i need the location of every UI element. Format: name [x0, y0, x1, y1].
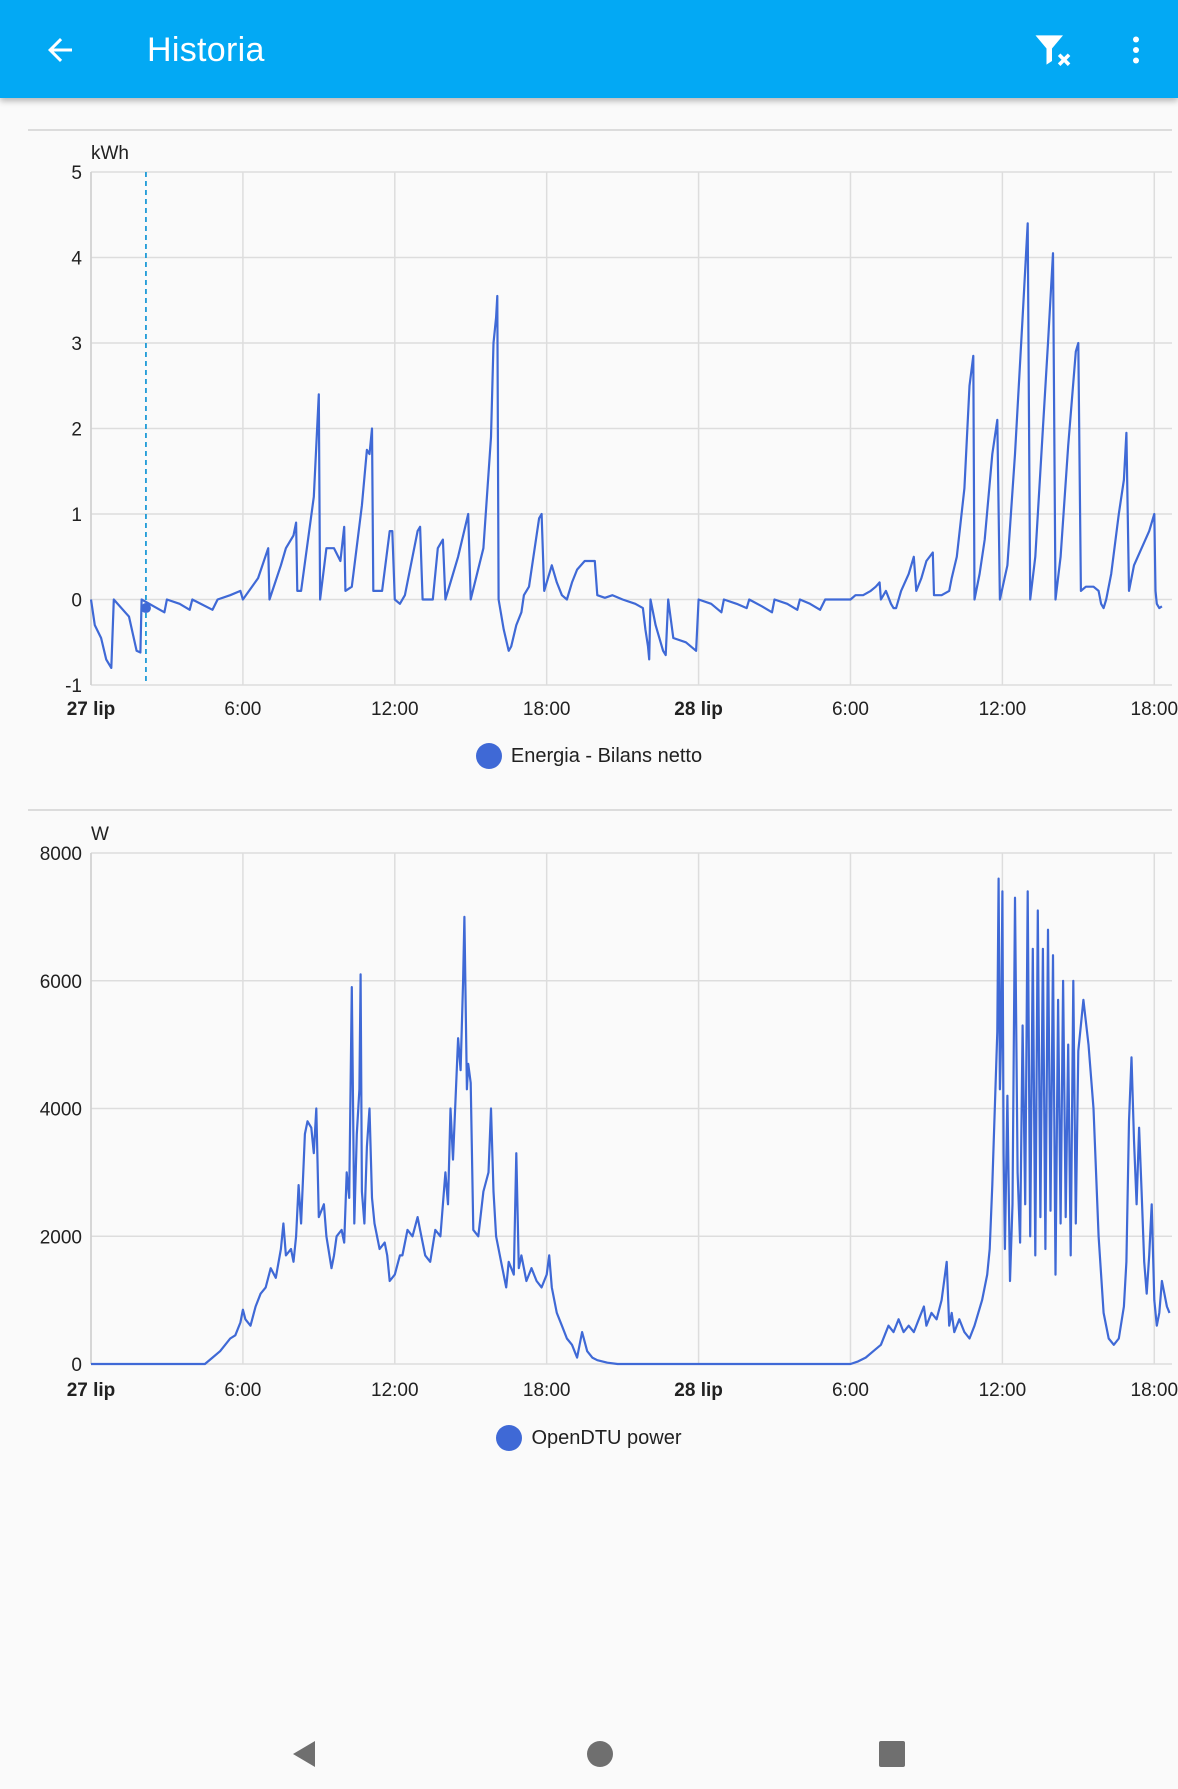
x-tick-label: 12:00 [979, 1380, 1027, 1401]
x-tick-label: 18:00 [523, 1380, 571, 1401]
y-tick-label: 1 [71, 505, 82, 526]
filter-remove-icon [1035, 35, 1071, 66]
unit-label: W [91, 824, 109, 845]
unit-label: kWh [91, 143, 129, 164]
more-vert-icon [1133, 36, 1139, 64]
series-line [89, 222, 1163, 669]
x-tick-label: 12:00 [371, 1380, 419, 1401]
chart-divider [28, 809, 1172, 811]
home-circle-icon [587, 1741, 613, 1767]
x-tick-label: 27 lip [67, 1380, 116, 1401]
arrow-back-icon [48, 38, 72, 62]
x-tick-label: 27 lip [67, 699, 116, 720]
recents-square-icon [879, 1741, 905, 1767]
nav-recents-button[interactable] [862, 1724, 922, 1784]
x-tick-label: 28 lip [674, 1380, 723, 1401]
power-chart[interactable]: 0 2000 4000 6000 8000 27 lip 6:00 12:00 18:00 28 … [0, 809, 1178, 1409]
y-tick-label: 6000 [40, 972, 82, 993]
power-chart-card: 0 2000 4000 6000 8000 27 lip 6:00 12:00 18:00 28 … [0, 809, 1178, 1459]
x-tick-label: 28 lip [674, 699, 723, 720]
energy-chart-card: -1 0 1 2 3 4 5 27 lip 6:00 12:00 18:00 28 lip 6:00 12… [0, 129, 1178, 779]
cursor-point [140, 603, 151, 614]
x-tick-label: 6:00 [832, 1380, 869, 1401]
energy-chart[interactable]: -1 0 1 2 3 4 5 27 lip 6:00 12:00 18:00 28 lip 6:00 12… [0, 129, 1178, 729]
x-tick-label: 18:00 [1131, 699, 1178, 720]
y-tick-label: 2000 [40, 1227, 82, 1248]
clear-filter-button[interactable] [1028, 26, 1076, 74]
x-tick-label: 6:00 [832, 699, 869, 720]
y-tick-label: 4 [71, 249, 82, 270]
chart-divider [28, 129, 1172, 131]
x-tick-label: 6:00 [224, 699, 261, 720]
legend-label: Energia - Bilans netto [510, 744, 703, 767]
page-title: Historia [147, 31, 265, 69]
x-tick-label: 12:00 [979, 699, 1027, 720]
system-nav-bar [0, 1706, 1178, 1789]
x-tick-label: 6:00 [224, 1380, 261, 1401]
nav-home-button[interactable] [570, 1724, 630, 1784]
power-legend[interactable]: OpenDTU power [0, 1425, 1178, 1451]
y-tick-label: 8000 [40, 844, 82, 865]
back-button[interactable] [36, 26, 84, 74]
legend-label: OpenDTU power [531, 1426, 682, 1449]
app-bar: Historia [0, 0, 1178, 98]
x-tick-label: 18:00 [523, 699, 571, 720]
x-tick-label: 18:00 [1131, 1380, 1178, 1401]
y-tick-label: 5 [71, 163, 82, 184]
nav-back-button[interactable] [274, 1724, 334, 1784]
y-tick-label: 0 [71, 591, 82, 612]
y-tick-label: 2 [71, 420, 82, 441]
x-tick-label: 12:00 [371, 699, 419, 720]
y-tick-label: -1 [65, 676, 82, 697]
series-line [91, 877, 1171, 1366]
legend-color-dot [475, 743, 502, 769]
y-tick-label: 4000 [40, 1100, 82, 1121]
legend-color-dot [496, 1425, 523, 1451]
more-options-button[interactable] [1112, 26, 1160, 74]
energy-legend[interactable]: Energia - Bilans netto [0, 743, 1178, 769]
back-triangle-icon [293, 1741, 315, 1767]
y-tick-label: 0 [71, 1355, 82, 1376]
y-tick-label: 3 [71, 334, 82, 355]
